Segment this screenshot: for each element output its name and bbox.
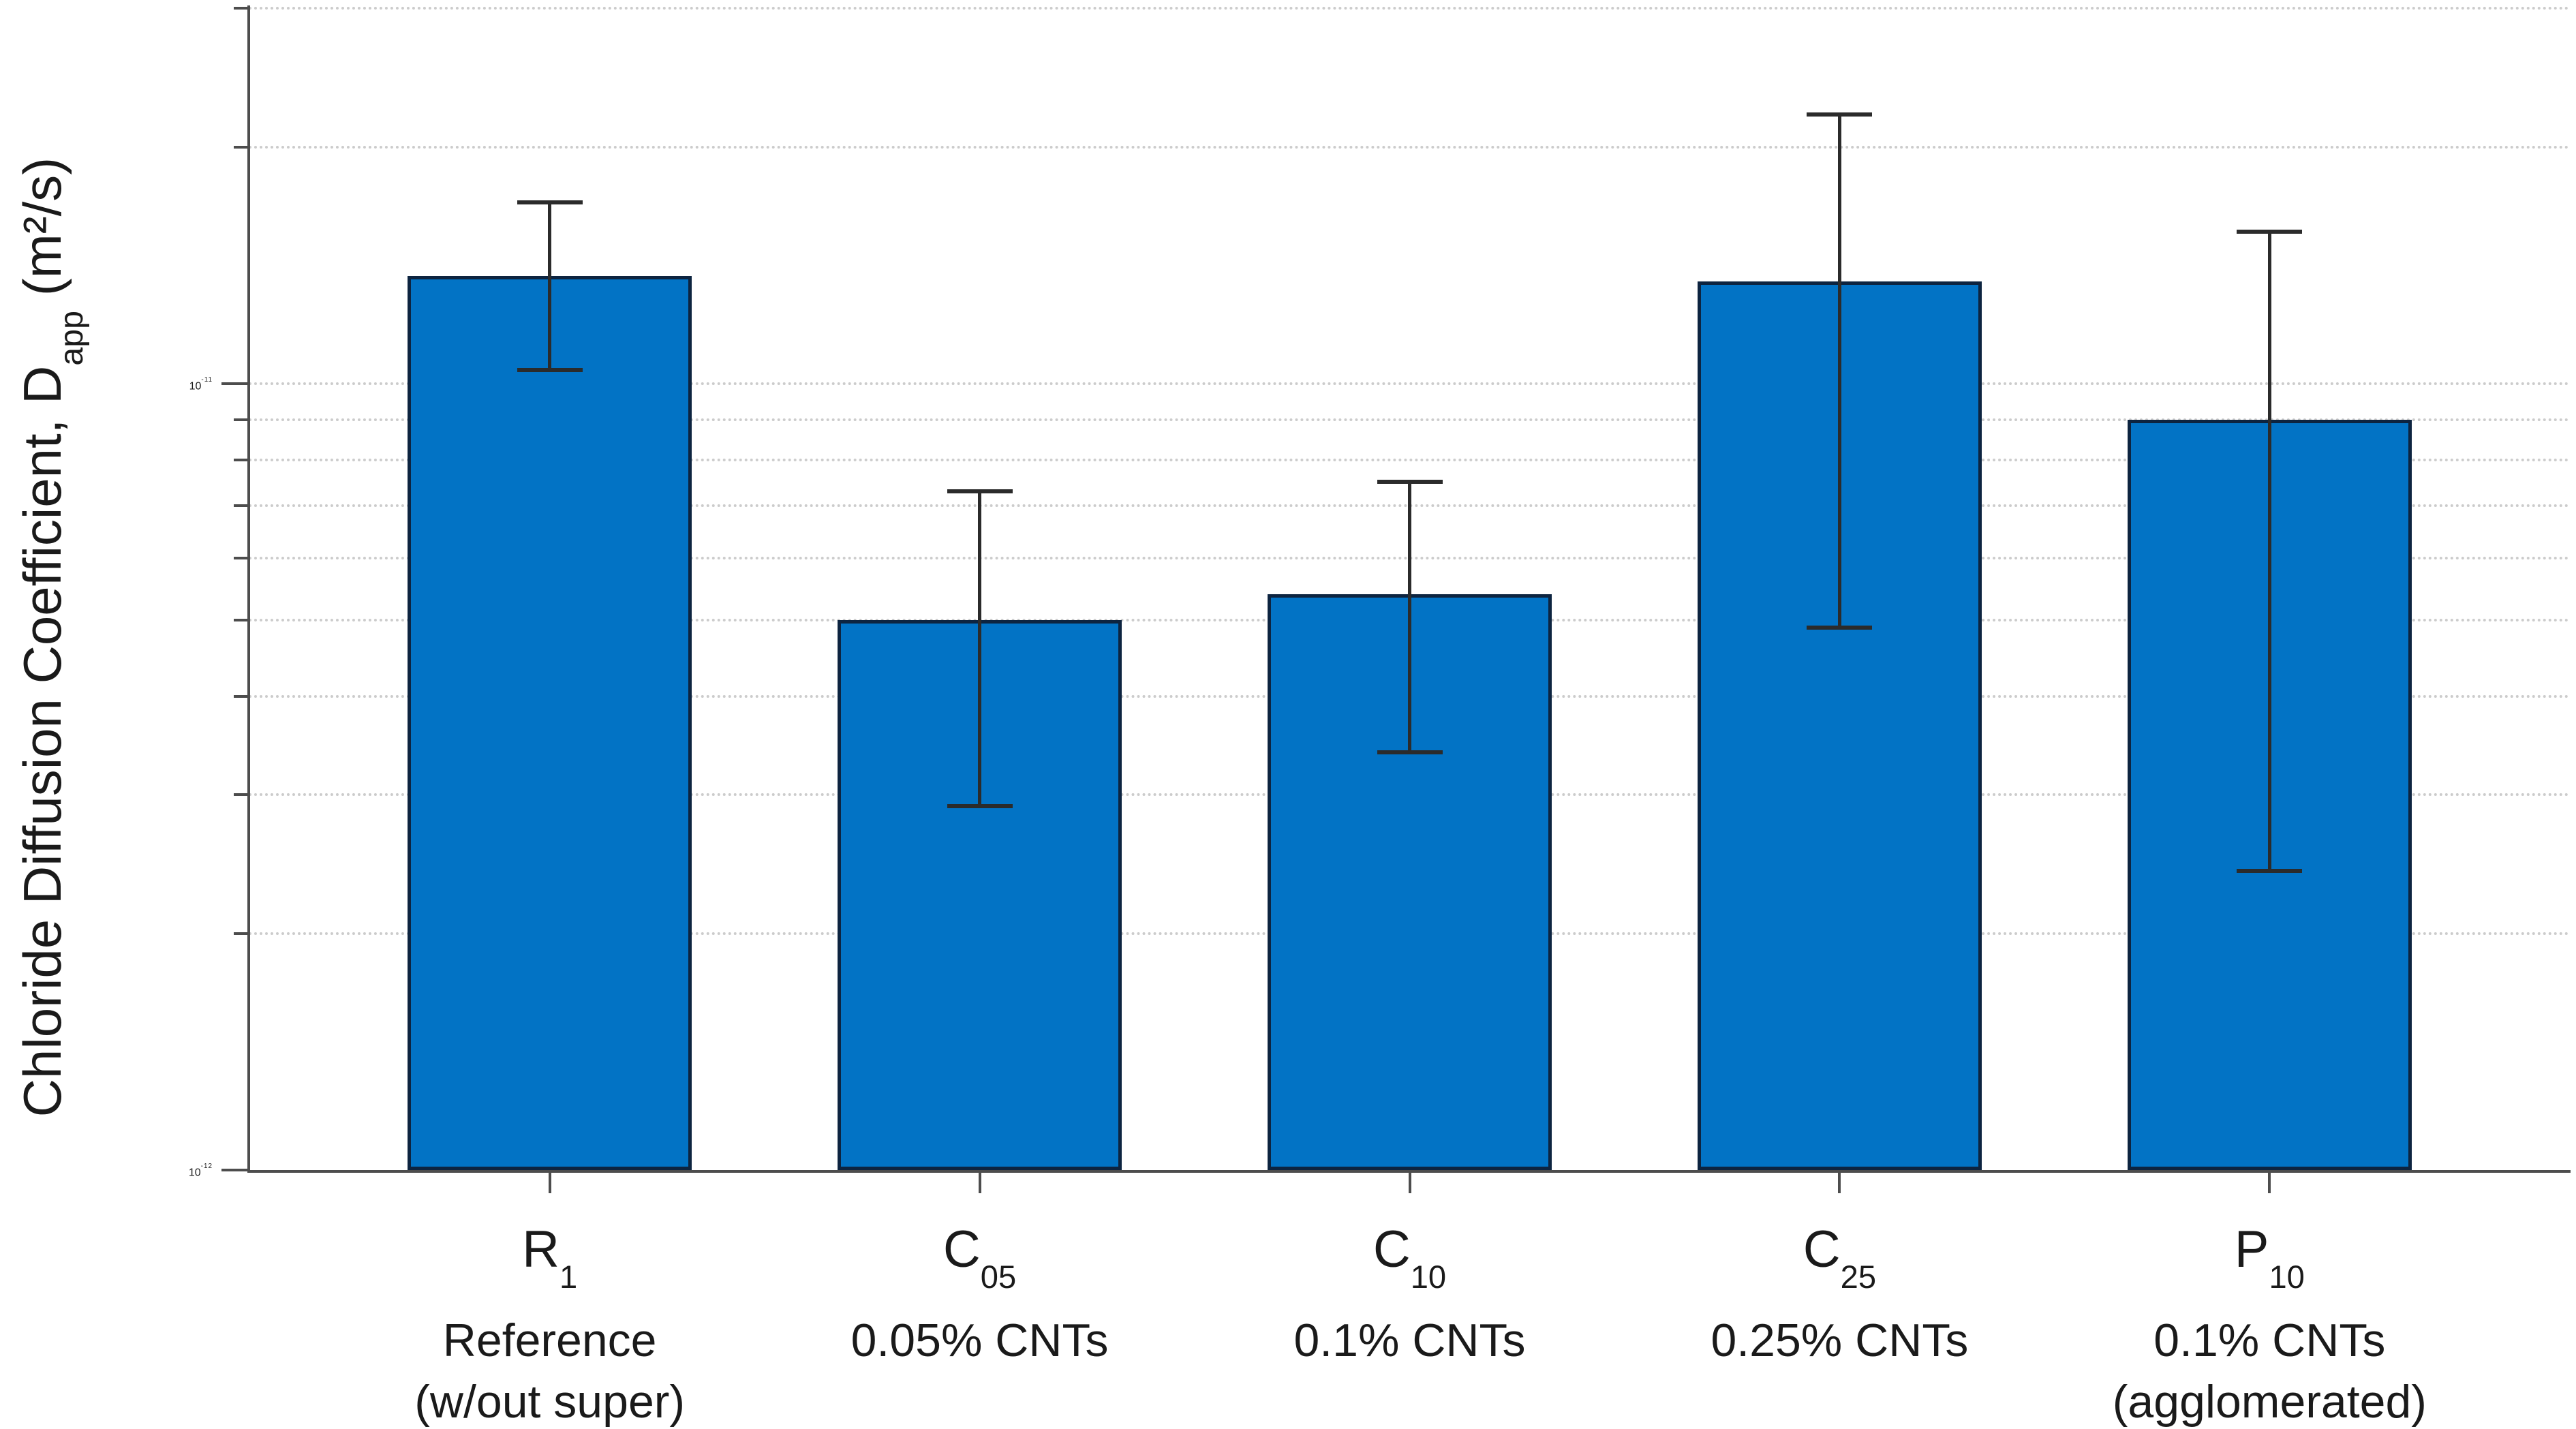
error-bar-cap-bottom xyxy=(1807,625,1873,630)
category-description: 0.05% CNTs xyxy=(850,1315,1109,1366)
y-axis-tick xyxy=(234,695,249,698)
category-code: C xyxy=(1803,1220,1841,1278)
error-bar-cap-bottom xyxy=(2237,869,2303,874)
category-tick-label: C10 xyxy=(1171,1220,1649,1295)
category-code-subscript: 1 xyxy=(559,1259,578,1295)
category-code-subscript: 25 xyxy=(1840,1259,1877,1295)
category-description: 0.1% CNTs xyxy=(1293,1315,1526,1366)
category-code-subscript: 05 xyxy=(980,1259,1017,1295)
category-description-line2: (w/out super) xyxy=(414,1376,686,1428)
y-axis-tick xyxy=(234,619,249,622)
category-code: P xyxy=(2234,1220,2269,1278)
y-tick-exponent: -11 xyxy=(201,376,213,384)
category-description: Reference xyxy=(442,1315,657,1366)
error-bar-cap-bottom xyxy=(1377,750,1443,754)
error-bar xyxy=(1408,482,1411,752)
y-axis-title-suffix: (m²/s) xyxy=(12,157,72,311)
x-axis-tick xyxy=(1408,1170,1411,1193)
y-axis-tick xyxy=(234,145,249,149)
error-bar-cap-top xyxy=(1807,112,1873,117)
y-axis-title: Chloride Diffusion Coefficient, Dapp (m²… xyxy=(5,92,90,1182)
y-gridline xyxy=(249,458,2571,461)
error-bar-cap-top xyxy=(1377,480,1443,485)
x-axis-tick xyxy=(548,1170,551,1193)
category-tick-label: C05 xyxy=(741,1220,1218,1295)
y-axis-tick xyxy=(234,504,249,507)
y-axis-title-prefix: Chloride Diffusion Coefficient, D xyxy=(12,365,72,1118)
category-tick-label: C25 xyxy=(1601,1220,2078,1295)
error-bar xyxy=(1837,114,1841,628)
category-code-subscript: 10 xyxy=(1410,1259,1447,1295)
y-gridline xyxy=(249,145,2571,149)
bar-R1 xyxy=(408,276,692,1170)
y-tick-base: 10 xyxy=(189,380,202,393)
error-bar-cap-top xyxy=(2237,230,2303,234)
error-bar xyxy=(548,202,552,371)
error-bar xyxy=(978,491,982,807)
y-tick-exponent: -12 xyxy=(200,1163,213,1171)
category-code: R xyxy=(522,1220,559,1278)
error-bar-cap-bottom xyxy=(947,804,1013,809)
error-bar-cap-top xyxy=(947,489,1013,493)
x-axis-tick xyxy=(2268,1170,2271,1193)
y-axis-tick xyxy=(234,932,249,935)
y-gridline xyxy=(249,7,2571,10)
y-axis-tick xyxy=(234,557,249,559)
y-axis-tick xyxy=(234,7,249,10)
category-code-subscript: 10 xyxy=(2269,1259,2305,1295)
category-description: 0.25% CNTs xyxy=(1711,1315,1969,1366)
error-bar-cap-top xyxy=(517,200,583,205)
category-tick-label: P10 xyxy=(2031,1220,2508,1295)
y-axis-tick-major xyxy=(221,382,249,385)
y-tick-base: 10 xyxy=(188,1167,201,1179)
y-axis-tick-major xyxy=(221,1169,249,1171)
y-gridline xyxy=(249,382,2571,385)
y-axis-tick xyxy=(234,458,249,461)
y-gridline xyxy=(249,418,2571,421)
x-axis-line xyxy=(247,1170,2571,1173)
y-tick-label: 10-11 xyxy=(27,346,213,424)
error-bar-cap-bottom xyxy=(517,368,583,373)
error-bar xyxy=(2267,232,2271,872)
y-axis-tick xyxy=(234,793,249,797)
x-axis-tick xyxy=(1838,1170,1841,1193)
category-description: 0.1% CNTs xyxy=(2153,1315,2386,1366)
y-axis-tick xyxy=(234,418,249,421)
y-axis-line xyxy=(247,5,250,1173)
x-axis-tick xyxy=(978,1170,981,1193)
category-description-line2: (agglomerated) xyxy=(2112,1376,2427,1428)
y-tick-label: 10-12 xyxy=(27,1133,213,1210)
category-code: C xyxy=(942,1220,981,1278)
category-code: C xyxy=(1373,1220,1411,1278)
category-tick-label: R1 xyxy=(311,1220,788,1295)
